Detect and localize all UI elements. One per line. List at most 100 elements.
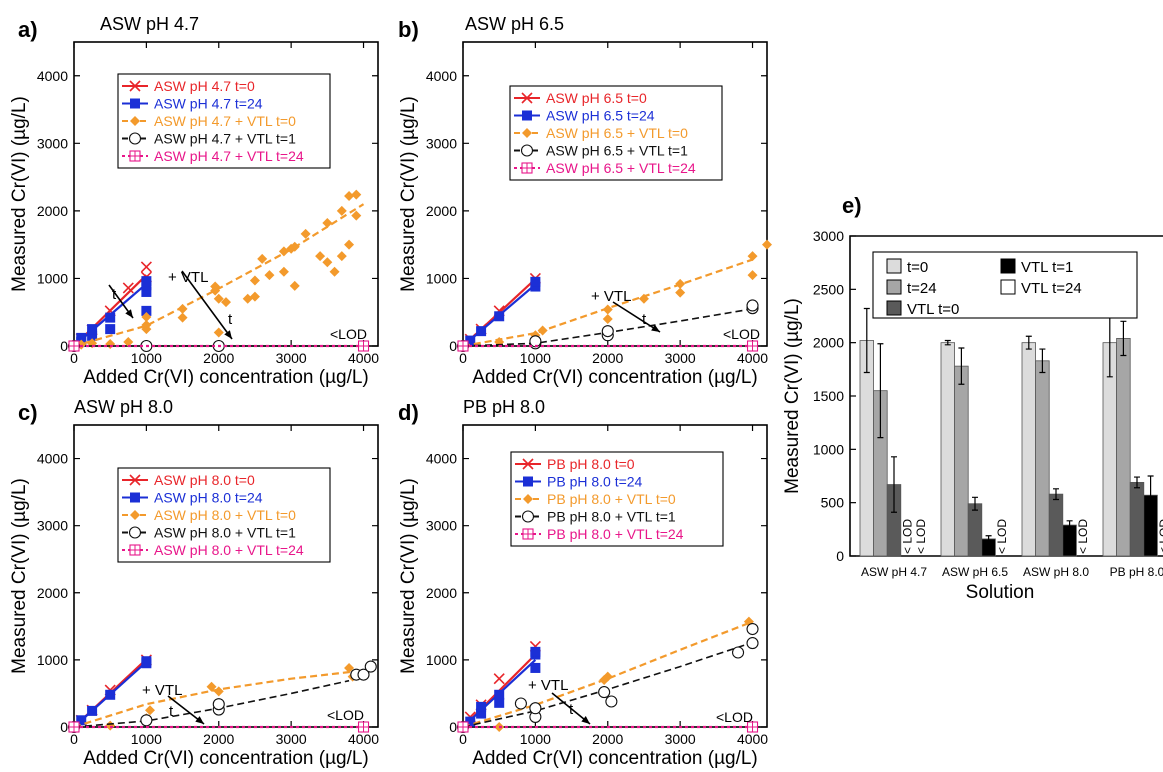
- data-point: [336, 251, 347, 262]
- data-point: [351, 189, 362, 200]
- y-axis-label: Measured Cr(VI) (µg/L): [398, 478, 419, 674]
- error-bar: [863, 307, 870, 374]
- arrow-head: [651, 324, 660, 332]
- data-point: [315, 251, 326, 262]
- x-axis-label: Added Cr(VI) concentration (µg/L): [472, 748, 758, 769]
- legend-box: [510, 451, 724, 547]
- data-point: [675, 287, 686, 298]
- data-point: [605, 695, 618, 708]
- data-point: [76, 715, 87, 726]
- lod-label: < LOD: [995, 519, 1009, 554]
- y-tick-label: 1000: [426, 270, 457, 286]
- legend: t=0 t=24 VTL t=0 VTL t=1 VTL t=24: [872, 251, 1138, 319]
- panel-title: ASW pH 4.7: [100, 14, 199, 34]
- data-point-cross: [69, 341, 79, 351]
- legend-marker: [129, 474, 141, 486]
- error-bar: [985, 535, 992, 543]
- legend-marker: [130, 510, 140, 520]
- lod-label: < LOD: [1076, 519, 1090, 554]
- legend-marker: [522, 128, 532, 138]
- legend-swatch: [886, 279, 902, 295]
- legend-entry: ASW pH 4.7 t=24: [154, 96, 263, 112]
- data-point: [476, 708, 487, 719]
- arrow-head: [125, 309, 133, 318]
- legend-swatch: [886, 300, 902, 316]
- bar-group: < LOD ASW pH 8.0: [1021, 335, 1090, 579]
- legend-marker: [521, 510, 535, 523]
- legend-marker: [523, 494, 533, 504]
- legend-marker: [522, 110, 532, 121]
- data-point: [322, 257, 333, 268]
- lod-label: <LOD: [327, 707, 364, 723]
- data-point: [249, 291, 260, 302]
- data-point: [140, 261, 152, 273]
- legend-entry: VTL t=1: [1021, 259, 1073, 276]
- error-bar: [1134, 476, 1140, 489]
- data-point: [598, 686, 611, 699]
- data-point: [493, 673, 505, 685]
- y-tick-label: 4000: [37, 68, 68, 84]
- x-tick-label: 2000: [203, 731, 234, 747]
- error-bar: [972, 496, 978, 511]
- data-point: [212, 698, 225, 711]
- legend-entry: ASW pH 4.7 + VTL t=1: [154, 131, 296, 147]
- y-tick-label: 0: [836, 548, 844, 564]
- time-arrow: [181, 270, 233, 340]
- error-bar: [958, 347, 965, 385]
- legend-entry: t=24: [907, 280, 937, 297]
- data-point: [141, 656, 152, 667]
- data-point: [177, 303, 188, 314]
- x-tick-label: 1000: [520, 731, 551, 747]
- fit-line: [462, 258, 753, 348]
- data-point: [530, 646, 541, 657]
- data-point: [329, 266, 340, 277]
- panel-c: c) ASW pH 8.0 0 1000 2000 3000 4000 0 1000 2000 30…: [9, 397, 379, 769]
- legend-entry: ASW pH 8.0 t=24: [154, 490, 263, 506]
- data-point: [264, 270, 275, 281]
- y-tick-label: 2000: [426, 203, 457, 219]
- legend-entry: ASW pH 6.5 t=0: [546, 90, 647, 106]
- data-point-cross: [358, 722, 369, 732]
- data-point: [336, 205, 347, 216]
- y-tick-label: 1000: [37, 270, 68, 286]
- annotation: t: [569, 701, 574, 718]
- x-tick-label: 3000: [276, 731, 307, 747]
- error-bar: [1120, 320, 1127, 357]
- data-point: [105, 338, 116, 349]
- data-point: [762, 239, 772, 250]
- error-bar: [1066, 520, 1073, 530]
- error-bar: [944, 339, 951, 346]
- data-point: [344, 662, 355, 673]
- legend-entry: PB pH 8.0 t=0: [547, 456, 635, 472]
- lod-label: <LOD: [723, 326, 760, 342]
- series-3: [456, 299, 759, 353]
- fit-line: [462, 620, 753, 729]
- data-point: [123, 336, 134, 347]
- y-tick-label: 0: [60, 719, 68, 735]
- y-tick-label: 1000: [426, 652, 457, 668]
- lod-label: < LOD: [1157, 519, 1163, 554]
- panel-b: b) ASW pH 6.5 0 1000 2000 3000 4000 0 1000 2000 30…: [398, 14, 772, 388]
- legend-swatch: [1000, 279, 1016, 295]
- bar: [1021, 342, 1037, 557]
- legend-entry: ASW pH 6.5 + VTL t=0: [546, 125, 688, 141]
- data-point: [675, 278, 686, 289]
- legend-entry: VTL t=0: [907, 301, 959, 318]
- data-point: [76, 332, 87, 343]
- legend-entry: ASW pH 4.7 t=0: [154, 78, 255, 94]
- data-point-cross: [458, 722, 468, 732]
- y-tick-label: 500: [821, 495, 845, 511]
- lod-label: < LOD: [914, 519, 928, 554]
- data-point: [289, 280, 300, 291]
- error-bar: [1039, 348, 1046, 374]
- data-point: [221, 297, 231, 308]
- y-axis-label: Measured Cr(VI) (µg/L): [398, 96, 419, 292]
- error-bar: [1147, 475, 1154, 515]
- legend-entry: ASW pH 6.5 + VTL t=1: [546, 143, 688, 159]
- legend-marker-cross: [522, 163, 532, 173]
- legend-entry: ASW pH 4.7 + VTL t=0: [154, 113, 296, 129]
- x-tick-label: 0: [70, 731, 78, 747]
- x-tick-label: 3000: [665, 350, 696, 366]
- series-4: [457, 721, 759, 733]
